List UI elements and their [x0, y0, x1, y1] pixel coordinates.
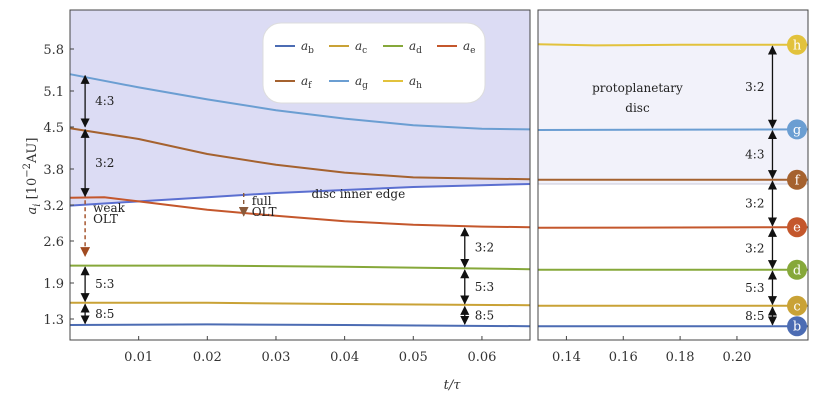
planet-marker-d	[787, 259, 807, 280]
y-tick-label-4: 3.8	[43, 163, 64, 178]
y-tick-label-3: 3.2	[43, 199, 64, 214]
ratio-label-0: 4:3	[95, 94, 114, 108]
planet-marker-f	[787, 169, 807, 190]
legend-label-f: af	[301, 74, 312, 91]
planet-marker-label-g: g	[793, 123, 801, 138]
x-tick-label-right-2: 0.18	[666, 350, 695, 365]
y-axis-label-main: a	[25, 207, 40, 215]
x-axis-label: t/τ	[444, 378, 462, 393]
series-lines-layer	[69, 43, 809, 328]
series-b-left	[69, 323, 531, 328]
y-axis-label-exp: −2	[22, 163, 33, 178]
ratio-label-10: 3:2	[745, 242, 764, 256]
legend-box	[262, 22, 486, 104]
y-axis-label-au: AU]	[25, 138, 40, 164]
y-tick-label-5: 4.5	[43, 121, 64, 136]
x-tick-label-left-4: 0.05	[399, 350, 428, 365]
x-tick-label-right-1: 0.16	[609, 350, 638, 365]
disc-region-fill-right	[538, 10, 808, 184]
planet-marker-label-d: d	[793, 263, 801, 278]
region-label-line-0: protoplanetary	[592, 81, 683, 95]
ratio-label-11: 5:3	[745, 281, 764, 295]
legend-label-c: ac	[355, 39, 367, 56]
olt-label-0-0: weak	[93, 201, 126, 215]
olt-label-1-1: OLT	[252, 205, 277, 219]
ratio-label-2: 5:3	[95, 277, 114, 291]
x-tick-label-left-1: 0.02	[193, 350, 222, 365]
planet-marker-g	[787, 119, 807, 140]
series-e-left	[69, 196, 531, 229]
ratio-label-7: 3:2	[745, 80, 764, 94]
legend-label-d: ad	[409, 39, 422, 56]
ratio-label-12: 8:5	[745, 309, 764, 323]
ratio-label-6: 8:5	[475, 308, 494, 322]
x-tick-label-right-0: 0.14	[552, 350, 581, 365]
disc-inner-edge-line	[69, 183, 531, 207]
ratio-label-9: 3:2	[745, 197, 764, 211]
ratio-label-1: 3:2	[95, 156, 114, 170]
y-tick-label-0: 1.3	[43, 313, 64, 328]
y-tick-label-2: 2.6	[43, 235, 64, 250]
legend-label-h: ah	[409, 74, 422, 91]
planet-marker-h	[787, 34, 807, 55]
series-c-left	[70, 301, 531, 307]
x-tick-label-left-5: 0.06	[467, 350, 496, 365]
disc-inner-edge-label: disc inner edge	[311, 187, 405, 201]
panel-frame-right	[537, 9, 809, 341]
region-label-line-1: disc	[625, 101, 650, 115]
y-tick-label-6: 5.1	[43, 85, 64, 100]
ratio-label-8: 4:3	[745, 148, 764, 162]
olt-label-1-0: full	[252, 194, 272, 208]
y-tick-label-7: 5.8	[43, 43, 64, 58]
ratio-label-4: 3:2	[475, 241, 494, 255]
planet-marker-e	[787, 217, 807, 238]
annotations-layer: disc inner edge protoplanetary disc 4:3 3:2 5…	[80, 34, 807, 337]
x-tick-label-left-0: 0.01	[124, 350, 153, 365]
legend-label-g: ag	[355, 74, 368, 91]
ratio-label-3: 8:5	[95, 307, 114, 321]
legend-label-b: ab	[301, 39, 314, 56]
y-axis-label-sub: i	[32, 203, 43, 206]
series-d-left	[70, 264, 531, 271]
planet-marker-label-f: f	[795, 173, 801, 188]
series-h-right	[537, 43, 808, 47]
planet-marker-label-c: c	[793, 299, 800, 314]
x-tick-label-left-3: 0.04	[330, 350, 359, 365]
axes-layer: 0.01 0.02 0.03 0.04 0.05 0.06 0.14 0.16 0.18 0.20…	[43, 9, 809, 365]
x-tick-label-right-3: 0.20	[722, 350, 751, 365]
ratio-label-5: 5:3	[475, 280, 494, 294]
series-f-left	[69, 127, 531, 181]
legend-label-e: ae	[463, 39, 475, 56]
planet-marker-label-b: b	[793, 320, 801, 335]
legend: ab ac ad ae af ag ah	[262, 22, 486, 104]
planet-marker-label-e: e	[793, 221, 801, 236]
planet-marker-b	[787, 316, 807, 337]
series-g-right	[537, 128, 809, 131]
planet-marker-c	[787, 295, 807, 316]
planet-marker-label-h: h	[793, 38, 802, 53]
olt-label-0-1: OLT	[93, 212, 118, 226]
panel-frame-left	[69, 9, 531, 341]
series-e-right	[537, 226, 809, 229]
y-axis-label-unit: [10	[25, 178, 40, 204]
series-g-left	[69, 73, 531, 131]
x-tick-label-left-2: 0.03	[261, 350, 290, 365]
y-axis-label: ai [10−2AU]	[22, 138, 43, 215]
y-tick-label-1: 1.9	[43, 277, 64, 292]
